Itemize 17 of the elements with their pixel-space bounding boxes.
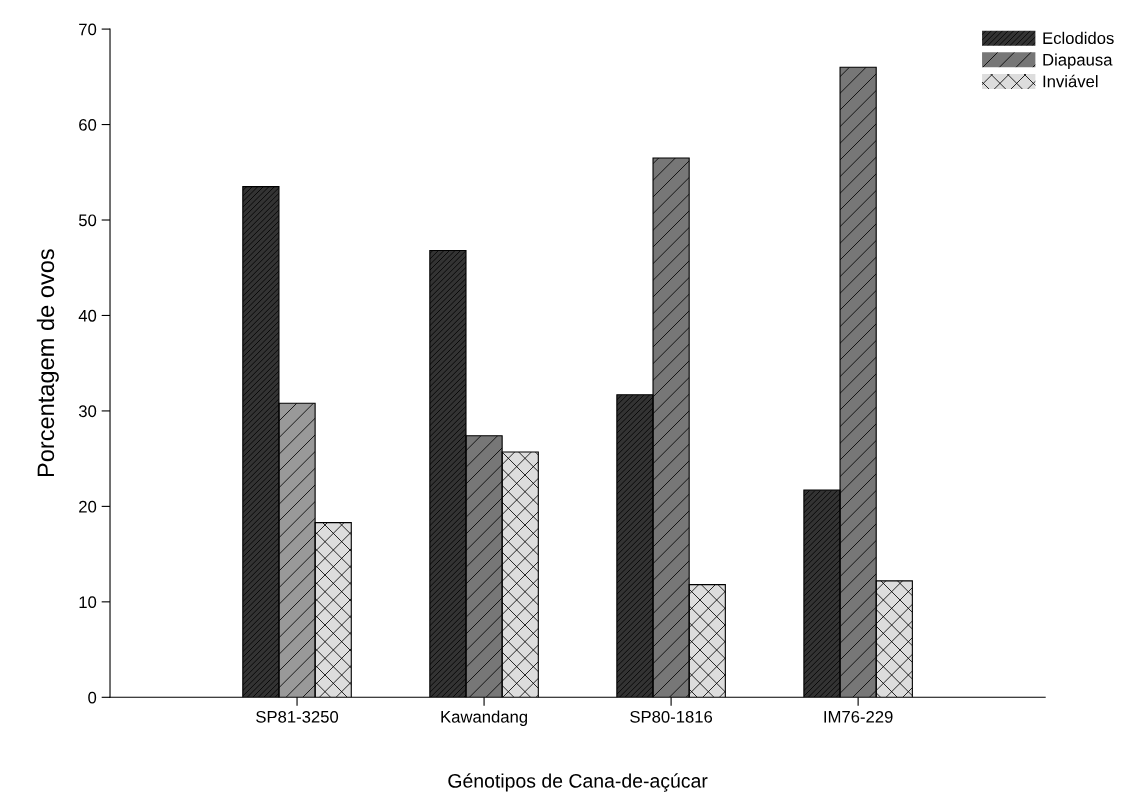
y-tick-label: 40 (78, 309, 97, 322)
y-tick-label: 0 (88, 691, 97, 704)
x-tick-label: Kawandang (441, 710, 528, 727)
legend-label: Eclodidos (1043, 31, 1114, 45)
y-tick-label: 50 (78, 214, 97, 227)
y-tick-label: 10 (79, 596, 97, 609)
x-tick-label: SP81-3250 (256, 710, 339, 723)
y-tick-label: 60 (79, 118, 97, 131)
y-tick-label: 30 (78, 405, 97, 418)
legend-label: Inviável (1043, 74, 1098, 88)
x-axis-title: Génotipos de Cana-de-açúcar (448, 773, 708, 792)
x-tick-label: IM76-229 (824, 710, 893, 723)
y-tick-label: 20 (79, 500, 97, 513)
legend-label: Diapausa (1043, 53, 1113, 69)
x-tick-label: SP80-1816 (630, 710, 713, 723)
y-tick-label: 70 (79, 23, 97, 36)
y-axis-title: Porcentagem de ovos (36, 249, 59, 477)
